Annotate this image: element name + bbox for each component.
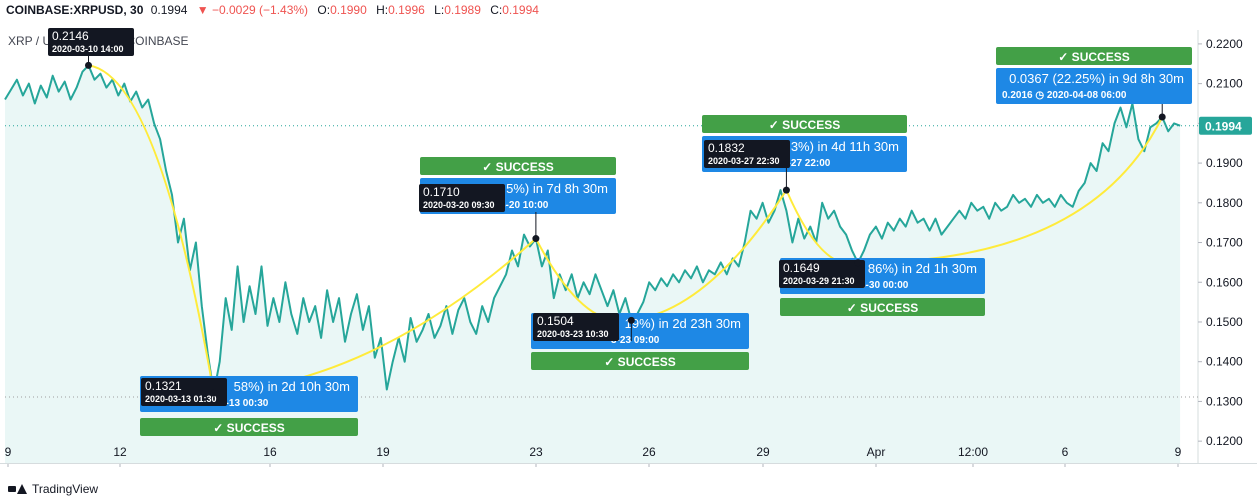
trade-result-date: 0.2016 ◷ 2020-04-08 06:00 — [1002, 90, 1127, 101]
price-area-fill — [5, 65, 1181, 464]
y-tick-label: 0.1200 — [1206, 434, 1243, 448]
down-arrow-icon: ▼ — [196, 3, 212, 17]
marker-price: 0.1321 — [145, 379, 182, 393]
current-price-label: 0.1994 — [1205, 120, 1242, 134]
trade-result-text: 0.0367 (22.25%) in 9d 8h 30m — [1009, 71, 1184, 86]
open-label: O: — [317, 3, 331, 17]
change-value: −0.0029 (−1.43%) — [211, 3, 309, 17]
tradingview-logo-icon — [8, 483, 27, 495]
marker-price: 0.1832 — [708, 141, 745, 155]
x-tick-label: 26 — [642, 445, 656, 459]
success-label: ✓ SUCCESS — [482, 160, 553, 174]
y-tick-label: 0.1900 — [1206, 156, 1243, 170]
success-label: ✓ SUCCESS — [847, 301, 918, 315]
open-value: 0.1990 — [330, 3, 367, 17]
success-label: ✓ SUCCESS — [769, 118, 840, 132]
trade-result-text: 86%) in 2d 1h 30m — [868, 261, 977, 276]
y-tick-label: 0.1300 — [1206, 394, 1243, 408]
x-tick-label: Apr — [867, 445, 886, 459]
price-marker-label[interactable] — [533, 313, 619, 341]
trade-result-text: 3%) in 4d 11h 30m — [791, 139, 899, 154]
branding-label: TradingView — [32, 482, 99, 496]
x-tick-label: 9 — [1175, 445, 1182, 459]
last-price: 0.1994 — [150, 3, 188, 17]
marker-price: 0.1649 — [783, 261, 820, 275]
success-badge[interactable] — [996, 47, 1192, 65]
trend-curve — [88, 64, 215, 394]
price-marker-label[interactable] — [419, 184, 505, 212]
x-tick-label: 12 — [113, 445, 127, 459]
price-marker-dot — [85, 61, 93, 69]
y-tick-label: 0.2100 — [1206, 77, 1243, 91]
price-marker-label[interactable] — [48, 28, 134, 56]
y-tick-label: 0.2200 — [1206, 37, 1243, 51]
price-axis[interactable] — [1198, 0, 1257, 463]
price-marker-label[interactable] — [704, 140, 790, 168]
price-marker-dot — [627, 316, 635, 324]
marker-date: 2020-03-10 14:00 — [52, 44, 124, 54]
trade-result-date: 3-20 10:00 — [500, 200, 549, 211]
marker-date: 2020-03-27 22:30 — [708, 156, 780, 166]
marker-price: 0.1710 — [423, 185, 460, 199]
marker-date: 2020-03-20 09:30 — [423, 200, 495, 210]
price-marker-dot — [854, 259, 862, 267]
marker-date: 2020-03-29 21:30 — [783, 276, 855, 286]
x-tick-label: 16 — [263, 445, 277, 459]
high-label: H: — [376, 3, 389, 17]
price-marker-dot — [210, 389, 218, 397]
success-label: ✓ SUCCESS — [1058, 50, 1129, 64]
trade-result-text: 58%) in 2d 10h 30m — [234, 379, 350, 394]
x-tick-label: 9 — [5, 445, 12, 459]
trade-info-box[interactable] — [996, 68, 1192, 104]
trade-result-date: 3-27 22:00 — [782, 158, 831, 169]
current-price-tag — [1199, 116, 1252, 135]
x-tick-label: 12:00 — [958, 445, 988, 459]
close-label: C: — [490, 3, 503, 17]
marker-price: 0.1504 — [537, 314, 574, 328]
marker-price: 0.2146 — [52, 29, 89, 43]
success-badge[interactable] — [140, 418, 358, 436]
tradingview-branding[interactable]: TradingView — [8, 482, 98, 496]
y-tick-label: 0.1800 — [1206, 196, 1243, 210]
x-tick-label: 19 — [376, 445, 390, 459]
success-badge[interactable] — [702, 115, 907, 133]
marker-date: 2020-03-13 01:30 — [145, 394, 217, 404]
low-label: L: — [434, 3, 445, 17]
symbol-header: COINBASE:XRPUSD, 30 0.1994 ▼ −0.0029 (−1… — [6, 2, 539, 18]
trade-result-text: 19%) in 2d 23h 30m — [625, 316, 741, 331]
y-tick-label: 0.1600 — [1206, 275, 1243, 289]
price-change: ▼ −0.0029 (−1.43%) — [197, 3, 308, 17]
close-value: 0.1994 — [502, 3, 539, 17]
y-tick-label: 0.1700 — [1206, 236, 1243, 250]
time-axis-border — [0, 463, 1257, 464]
trade-result-date: 3-30 00:00 — [860, 280, 909, 291]
price-marker-dot — [532, 235, 540, 243]
price-marker-dot — [782, 186, 790, 194]
x-tick-label: 23 — [529, 445, 543, 459]
success-badge[interactable] — [420, 157, 616, 175]
x-tick-label: 6 — [1062, 445, 1069, 459]
x-tick-label: 29 — [756, 445, 770, 459]
success-badge[interactable] — [780, 298, 985, 316]
price-line — [4, 64, 1181, 395]
y-tick-label: 0.1500 — [1206, 315, 1243, 329]
success-badge[interactable] — [531, 352, 749, 370]
y-tick-label: 0.1400 — [1206, 355, 1243, 369]
success-label: ✓ SUCCESS — [604, 355, 675, 369]
marker-date: 2020-03-23 10:30 — [537, 329, 609, 339]
success-label: ✓ SUCCESS — [213, 421, 284, 435]
symbol-name[interactable]: COINBASE:XRPUSD, 30 — [6, 3, 144, 17]
low-value: 0.1989 — [444, 3, 481, 17]
price-marker-label[interactable] — [141, 378, 227, 406]
high-value: 0.1996 — [388, 3, 425, 17]
trade-result-date: 3-13 00:30 — [220, 398, 269, 409]
trade-result-date: 3-23 09:00 — [611, 335, 660, 346]
price-marker-label[interactable] — [779, 260, 865, 288]
trade-result-text: 5%) in 7d 8h 30m — [506, 181, 608, 196]
